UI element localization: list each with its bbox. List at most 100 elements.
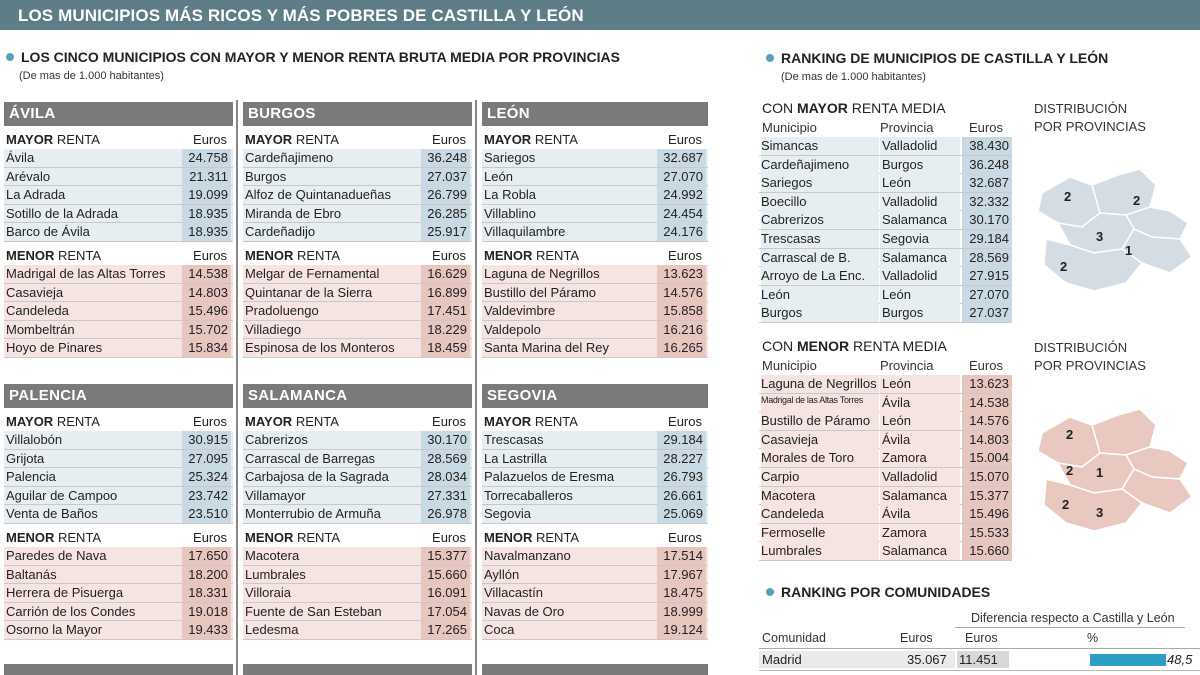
province-title-next (482, 664, 708, 675)
municipio-name: Ávila (6, 150, 35, 165)
comunidad-name: Madrid (762, 652, 802, 667)
municipio-name: Lumbrales (245, 566, 306, 582)
municipio-row: Burgos 27.037 (243, 167, 472, 187)
ranking-row: Boecillo Valladolid 32.332 (759, 192, 1012, 212)
municipio-row: Osorno la Mayor 19.433 (4, 621, 233, 640)
ranking-row: Fermoselle Zamora 15.533 (759, 523, 1012, 543)
renta-value: 23.510 (182, 505, 231, 524)
municipio-name: Macotera (245, 547, 300, 563)
renta-value: 19.433 (182, 621, 231, 640)
municipio-row: La Lastrilla 28.227 (482, 449, 708, 469)
renta-value: 24.758 (182, 149, 231, 167)
comunidades-header-rule (955, 627, 1185, 628)
distribution-label-mayor: DISTRIBUCIÓN POR PROVINCIAS (1034, 101, 1146, 134)
ranking-row: León León 27.070 (759, 285, 1012, 305)
comunidad-pct-bar (1090, 654, 1166, 666)
municipio-name: Mombeltrán (6, 321, 75, 337)
municipio-row: Grijota 27.095 (4, 449, 233, 469)
municipio-name: Cardeñajimeno (245, 150, 334, 165)
municipio-name: Villamayor (245, 487, 306, 503)
mayor-renta-header: MAYOR RENTA Euros (484, 414, 702, 429)
ranking-provincia: Salamanca (880, 542, 960, 561)
renta-value: 15.858 (657, 302, 706, 321)
renta-value: 26.793 (657, 468, 706, 487)
ranking-euros: 36.248 (962, 155, 1012, 174)
municipio-name: Melgar de Fernamental (245, 265, 380, 281)
province-title: SALAMANCA (243, 384, 472, 408)
ranking-provincia: Ávila (880, 505, 960, 524)
municipio-row: Casavieja 14.803 (4, 283, 233, 303)
municipio-row: Valdepolo 16.216 (482, 320, 708, 340)
province-title-next (243, 664, 472, 675)
renta-value: 29.184 (657, 431, 706, 449)
municipio-row: Cardeñajimeno 36.248 (243, 149, 472, 168)
ranking-municipio: Cardeñajimeno (761, 155, 879, 174)
ranking-provincia: Salamanca (880, 486, 960, 505)
distribution-label-menor: DISTRIBUCIÓN POR PROVINCIAS (1034, 340, 1146, 373)
ranking-euros: 14.538 (962, 393, 1012, 412)
renta-value: 14.803 (182, 283, 231, 302)
ranking-row: Trescasas Segovia 29.184 (759, 229, 1012, 249)
ranking-row: Burgos Burgos 27.037 (759, 304, 1012, 323)
renta-value: 27.037 (421, 167, 470, 186)
ranking-municipio: Macotera (761, 486, 879, 505)
municipio-name: Burgos (245, 168, 287, 184)
renta-value: 15.834 (182, 339, 231, 358)
ranking-municipio: Carpio (761, 467, 879, 486)
ranking-municipio: Fermoselle (761, 523, 879, 542)
ranking-provincia: Segovia (880, 229, 960, 248)
right-section-subtitle: (De mas de 1.000 habitantes) (781, 71, 926, 83)
municipio-row: Mombeltrán 15.702 (4, 320, 233, 340)
renta-value: 17.054 (421, 602, 470, 621)
renta-value: 25.324 (182, 468, 231, 487)
menor-renta-list: Paredes de Nava 17.650 Baltanás 18.200 Herre… (4, 546, 233, 640)
banner-title: LOS MUNICIPIOS MÁS RICOS Y MÁS POBRES DE… (18, 6, 584, 25)
ranking-row: Madrigal de las Altas Torres Ávila 14.538 (759, 393, 1012, 413)
renta-value: 26.285 (421, 204, 470, 223)
municipio-name: Sariegos (484, 150, 536, 165)
municipio-name: Grijota (6, 450, 45, 466)
province-title: PALENCIA (4, 384, 233, 408)
ranking-provincia: Salamanca (880, 211, 960, 230)
comunidades-rule (759, 648, 1200, 649)
municipio-name: Carbajosa de la Sagrada (245, 469, 389, 485)
province-title: LEÓN (482, 102, 708, 126)
municipio-name: Carrascal de Barregas (245, 450, 376, 466)
ranking-municipio: Cabrerizos (761, 211, 879, 230)
municipio-row: Palencia 25.324 (4, 468, 233, 487)
municipio-name: Villablino (484, 205, 536, 221)
municipio-name: Coca (484, 622, 515, 638)
municipio-row: Navas de Oro 18.999 (482, 602, 708, 622)
municipio-row: Herrera de Pisuerga 18.331 (4, 584, 233, 603)
ranking-municipio: Boecillo (761, 192, 879, 211)
renta-value: 15.660 (421, 565, 470, 584)
ranking-municipio: Casavieja (761, 430, 879, 449)
municipio-row: León 27.070 (482, 167, 708, 187)
renta-value: 36.248 (421, 149, 470, 167)
municipio-name: Cabrerizos (245, 432, 308, 447)
municipio-row: Madrigal de las Altas Torres 14.538 (4, 264, 233, 284)
comunidades-row-rule (759, 670, 1200, 671)
renta-value: 16.265 (657, 339, 706, 358)
column-divider (475, 100, 477, 675)
municipio-row: Ledesma 17.265 (243, 621, 472, 640)
renta-value: 21.311 (182, 167, 231, 186)
municipio-row: Cabrerizos 30.170 (243, 431, 472, 450)
province-panel: SEGOVIA MAYOR RENTA Euros Trescasas 29.184 La… (482, 384, 708, 640)
renta-value: 13.623 (657, 264, 706, 283)
municipio-row: Coca 19.124 (482, 621, 708, 640)
renta-value: 17.265 (421, 621, 470, 640)
ranking-menor-columns: Municipio Provincia Euros (762, 358, 1003, 373)
ranking-row: Bustillo de Páramo León 14.576 (759, 412, 1012, 431)
renta-value: 18.999 (657, 602, 706, 621)
ranking-provincia: Valladolid (880, 137, 960, 155)
ranking-row: Cardeñajimeno Burgos 36.248 (759, 155, 1012, 175)
municipio-row: Villadiego 18.229 (243, 320, 472, 340)
renta-value: 17.650 (182, 546, 231, 565)
municipio-name: Baltanás (6, 566, 57, 582)
renta-value: 16.629 (421, 264, 470, 283)
municipio-row: Sariegos 32.687 (482, 149, 708, 168)
ranking-provincia: Salamanca (880, 248, 960, 267)
renta-value: 17.451 (421, 302, 470, 321)
map-mayor-distribution: 2 2 3 1 2 (1037, 168, 1194, 292)
